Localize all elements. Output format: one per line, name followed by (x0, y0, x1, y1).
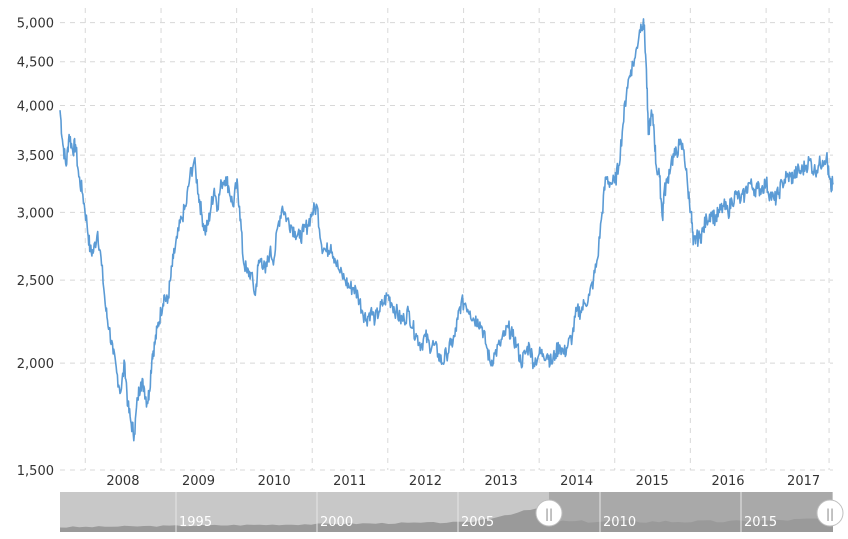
range-navigator[interactable]: 1995 2000 2005 2010 2015 || || (60, 492, 844, 532)
y-tick-label: 2,500 (17, 274, 54, 289)
navigator-left-handle[interactable]: || (535, 499, 563, 527)
price-line (59, 18, 834, 442)
x-axis: 2008 2009 2010 2011 2012 2013 2014 2015 2016 2017 (106, 474, 820, 489)
x-tick-label: 2014 (560, 474, 593, 489)
navigator-year-label: 2005 (461, 515, 494, 530)
x-tick-label: 2012 (409, 474, 442, 489)
y-tick-label: 5,000 (17, 17, 54, 32)
x-tick-label: 2015 (636, 474, 669, 489)
navigator-year-label: 2000 (320, 515, 353, 530)
y-axis: 1,500 2,000 2,500 3,000 3,500 4,000 4,500 5,000 (17, 17, 54, 479)
navigator-series-silhouette (60, 508, 833, 532)
y-tick-label: 3,500 (17, 149, 54, 164)
x-tick-label: 2010 (258, 474, 291, 489)
y-tick-label: 4,000 (17, 100, 54, 115)
x-tick-label: 2009 (182, 474, 215, 489)
y-tick-label: 4,500 (17, 56, 54, 71)
x-tick-label: 2016 (711, 474, 744, 489)
left-handle-grip-icon: || (545, 507, 553, 521)
navigator-year-label: 2010 (603, 515, 636, 530)
navigator-year-labels: 1995 2000 2005 2010 2015 (175, 492, 777, 532)
navigator-year-label: 1995 (179, 515, 212, 530)
x-tick-label: 2011 (333, 474, 366, 489)
grid (60, 8, 833, 471)
y-tick-label: 3,000 (17, 206, 54, 221)
navigator-right-handle[interactable]: || (816, 499, 844, 527)
y-tick-label: 1,500 (17, 464, 54, 479)
navigator-year-label: 2015 (744, 515, 777, 530)
y-tick-label: 2,000 (17, 357, 54, 372)
x-tick-label: 2008 (106, 474, 139, 489)
right-handle-grip-icon: || (826, 507, 834, 521)
x-tick-label: 2017 (787, 474, 820, 489)
x-tick-label: 2013 (485, 474, 518, 489)
